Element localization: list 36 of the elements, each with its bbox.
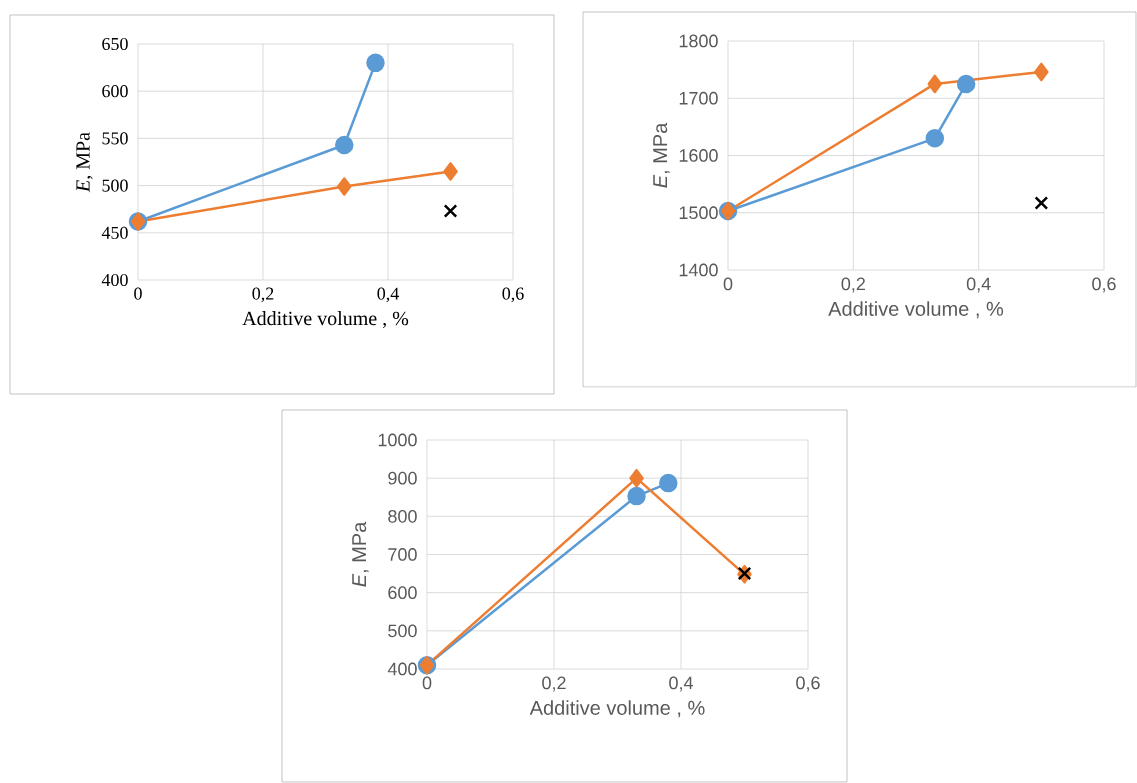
x-axis-title: Additive volume , % [529,700,705,718]
y-axis-title: E, MPa [352,521,369,587]
x-tick-label: 0,6 [1092,277,1116,293]
x-tick-label: 0 [422,676,432,690]
x-axis-title: Additive volume , % [828,301,1004,319]
y-tick-label: 1700 [679,91,718,105]
x-tick-label: 0,2 [841,277,865,293]
y-tick-label: 550 [102,132,128,145]
y-tick-label: 1400 [679,263,718,277]
x-tick-label: 0,2 [542,676,566,692]
y-axis-title: E, MPa [76,132,93,193]
y-tick-label: 650 [102,37,128,51]
y-tick-label: 600 [388,586,417,600]
y-tick-label: 400 [387,662,417,676]
y-tick-label: 1600 [679,149,718,162]
y-tick-label: 1800 [679,34,718,48]
x-tick-label: 0,6 [502,287,524,303]
x-tick-label: 0,4 [669,676,693,692]
x-tick-label: 0,4 [377,287,399,303]
x-tick-label: 0,4 [966,277,991,293]
x-tick-label: 0 [134,287,142,300]
y-tick-label: 500 [102,179,128,192]
y-tick-label: 450 [101,226,128,239]
y-tick-label: 800 [388,509,417,523]
x-tick-label: 0,2 [252,287,274,303]
y-tick-label: 500 [388,624,417,638]
x-axis-title: Additive volume , % [242,311,409,329]
y-tick-label: 600 [102,85,128,98]
y-tick-label: 400 [101,273,128,287]
y-axis-title: E, MPa [653,122,670,188]
y-tick-label: 700 [388,548,417,561]
y-tick-label: 1500 [679,206,718,220]
y-tick-label: 900 [388,471,417,485]
y-tick-label: 1000 [378,433,417,447]
x-tick-label: 0 [723,277,733,291]
x-tick-label: 0,6 [796,676,820,692]
